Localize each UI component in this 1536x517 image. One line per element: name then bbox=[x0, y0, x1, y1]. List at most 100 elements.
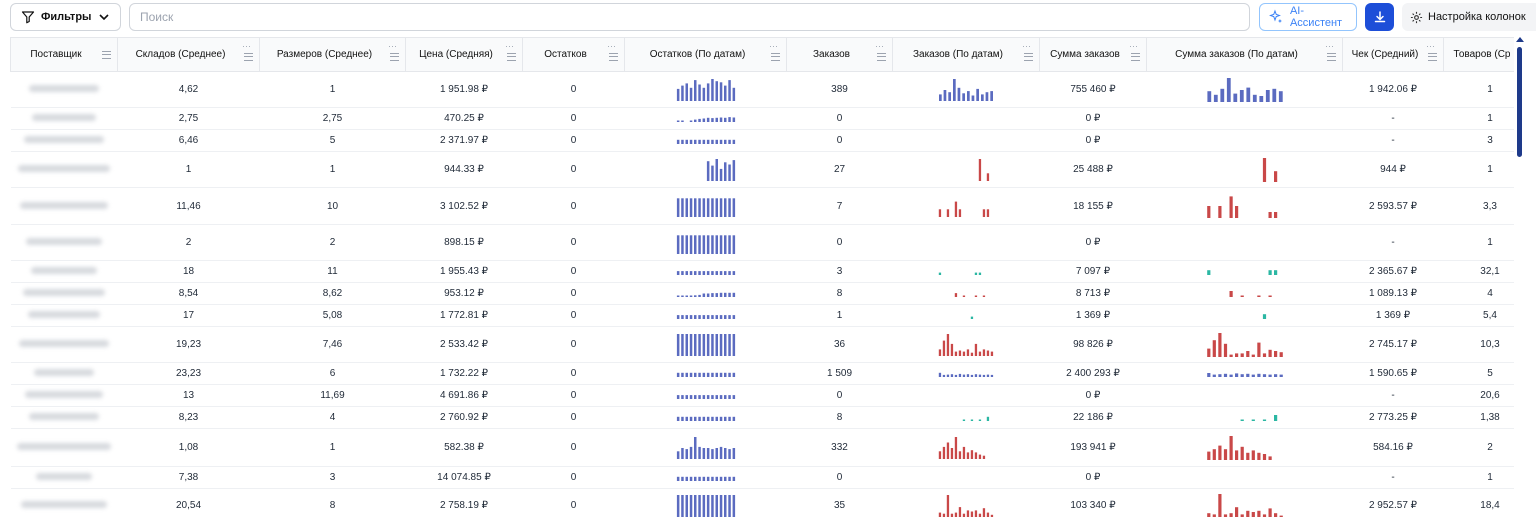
column-header[interactable]: Товаров (Ср··· bbox=[1443, 37, 1514, 72]
spark-bar bbox=[1206, 373, 1210, 378]
spark-bar bbox=[954, 512, 958, 517]
column-header[interactable]: Заказов (По датам) ··· bbox=[892, 37, 1040, 72]
more-dots-icon[interactable]: ··· bbox=[505, 41, 514, 51]
column-header[interactable]: Складов (Среднее) ··· bbox=[117, 37, 260, 72]
table-row[interactable]: 2 2 898.15 ₽0 0 0 ₽ -1 bbox=[10, 224, 1514, 261]
table-row[interactable]: 1 1 944.33 ₽0 27 25 488 ₽944 ₽1 bbox=[10, 151, 1514, 188]
table-row[interactable]: 6,46 5 2 371.97 ₽0 0 0 ₽ -3 bbox=[10, 129, 1514, 152]
table-row[interactable]: 17 5,08 1 772.81 ₽0 1 1 369 ₽1 369 ₽5,4 bbox=[10, 304, 1514, 327]
orders-sum-by-date-cell bbox=[1146, 260, 1343, 283]
spark-bar bbox=[710, 448, 714, 459]
check-cell: - bbox=[1342, 129, 1444, 152]
redacted-supplier-name bbox=[29, 85, 99, 92]
more-dots-icon[interactable]: ··· bbox=[1022, 41, 1031, 51]
more-dots-icon[interactable]: ··· bbox=[242, 41, 251, 51]
search-input[interactable] bbox=[129, 3, 1250, 31]
vertical-scrollbar[interactable] bbox=[1516, 37, 1524, 517]
more-dots-icon[interactable]: ··· bbox=[1426, 41, 1435, 51]
download-button[interactable] bbox=[1365, 3, 1394, 31]
table-row[interactable]: 11,46 10 3 102.52 ₽0 7 18 155 ₽ 2 593.57 ₽3,3 bbox=[10, 187, 1514, 225]
column-menu-icon[interactable] bbox=[1327, 53, 1336, 61]
ai-assistant-button[interactable]: AI-Ассистент bbox=[1259, 3, 1357, 31]
spark-bar bbox=[689, 446, 692, 459]
spark-bar bbox=[689, 120, 692, 122]
orders-sum-cell: 98 826 ₽ bbox=[1039, 326, 1147, 363]
spark-bar bbox=[1239, 89, 1244, 102]
table-row[interactable]: 2,75 2,75 470.25 ₽0 0 0 ₽ -1 bbox=[10, 107, 1514, 130]
scrollbar-thumb[interactable] bbox=[1517, 47, 1522, 157]
more-dots-icon[interactable]: ··· bbox=[607, 41, 616, 51]
column-header[interactable]: Чек (Средний) ··· bbox=[1342, 37, 1444, 72]
more-dots-icon[interactable]: ··· bbox=[1129, 41, 1138, 51]
spark-bar bbox=[697, 270, 701, 275]
orders-sum-sparkline bbox=[1206, 493, 1283, 517]
scroll-up-icon[interactable] bbox=[1516, 37, 1524, 42]
table-row[interactable]: 1,08 1 582.38 ₽0 332 193 941 ₽ 584.16 ₽2 bbox=[10, 428, 1514, 467]
orders-sum-sparkline bbox=[1262, 157, 1277, 182]
orders-by-date-cell bbox=[892, 129, 1040, 152]
table-row[interactable]: 4,62 1 1 951.98 ₽0 389 755 460 ₽1 942.06 ₽1 bbox=[10, 71, 1514, 108]
spark-bar bbox=[710, 314, 714, 319]
more-dots-icon[interactable]: ··· bbox=[388, 41, 397, 51]
stock-sparkline bbox=[676, 416, 735, 421]
column-header[interactable]: Сумма заказов ··· bbox=[1039, 37, 1147, 72]
more-dots-icon[interactable]: ··· bbox=[769, 41, 778, 51]
column-header[interactable]: Поставщик bbox=[10, 37, 118, 72]
spark-bar bbox=[715, 158, 718, 181]
table-row[interactable]: 18 11 1 955.43 ₽0 3 7 097 ₽ 2 365.67 ₽32,1 bbox=[10, 260, 1514, 283]
warehouses-cell: 2 bbox=[117, 224, 260, 261]
spark-bar bbox=[942, 374, 946, 377]
table-row[interactable]: 23,23 6 1 732.22 ₽0 1 509 2 400 293 ₽ 1 590.6… bbox=[10, 362, 1514, 385]
filters-button[interactable]: Фильтры bbox=[10, 3, 121, 31]
table-row[interactable]: 7,38 3 14 074.85 ₽0 0 0 ₽ -1 bbox=[10, 466, 1514, 489]
more-dots-icon[interactable]: ··· bbox=[1325, 41, 1334, 51]
column-header[interactable]: Размеров (Среднее) ··· bbox=[259, 37, 406, 72]
spark-bar bbox=[982, 455, 986, 459]
spark-bar bbox=[1229, 291, 1233, 298]
spark-bar bbox=[697, 446, 701, 459]
spark-bar bbox=[727, 448, 731, 459]
column-menu-icon[interactable] bbox=[1428, 53, 1437, 61]
warehouses-cell: 20,54 bbox=[117, 488, 260, 517]
spark-bar bbox=[685, 234, 688, 254]
spark-bar bbox=[1273, 270, 1277, 276]
column-menu-icon[interactable] bbox=[244, 53, 253, 61]
column-menu-icon[interactable] bbox=[390, 53, 399, 61]
orders-by-date-cell bbox=[892, 260, 1040, 283]
more-dots-icon[interactable]: ··· bbox=[875, 41, 884, 51]
spark-bar bbox=[715, 416, 718, 421]
spark-bar bbox=[710, 165, 714, 181]
spark-bar bbox=[990, 90, 993, 101]
check-cell: 1 942.06 ₽ bbox=[1342, 71, 1444, 108]
column-settings-button[interactable]: Настройка колонок bbox=[1402, 3, 1536, 31]
spark-bar bbox=[1279, 374, 1283, 378]
column-menu-icon[interactable] bbox=[609, 53, 618, 61]
spark-bar bbox=[680, 447, 684, 459]
column-menu-icon[interactable] bbox=[877, 53, 886, 61]
column-header-label: Сумма заказов (По датам) bbox=[1175, 49, 1298, 60]
column-header[interactable]: Цена (Средняя) ··· bbox=[405, 37, 523, 72]
column-menu-icon[interactable] bbox=[1131, 53, 1140, 61]
column-menu-icon[interactable] bbox=[771, 53, 780, 61]
column-menu-icon[interactable] bbox=[1024, 53, 1033, 61]
spark-bar bbox=[702, 447, 705, 459]
suppliers-table: Поставщик Складов (Среднее) ··· Размеров (С… bbox=[10, 37, 1514, 517]
table-row[interactable]: 8,23 4 2 760.92 ₽0 8 22 186 ₽ 2 773.25 ₽1,38 bbox=[10, 406, 1514, 429]
spark-bar bbox=[719, 494, 722, 517]
column-header[interactable]: Остатков (По датам) ··· bbox=[624, 37, 787, 72]
spark-bar bbox=[985, 91, 989, 101]
table-row[interactable]: 19,23 7,46 2 533.42 ₽0 36 98 826 ₽ 2 745.17 ₽… bbox=[10, 326, 1514, 363]
column-header-label: Поставщик bbox=[30, 49, 82, 60]
column-header[interactable]: Заказов ··· bbox=[786, 37, 893, 72]
table-row[interactable]: 13 11,69 4 691.86 ₽0 0 0 ₽ -20,6 bbox=[10, 384, 1514, 407]
table-row[interactable]: 8,54 8,62 953.12 ₽0 8 8 713 ₽ 1 089.13 ₽4 bbox=[10, 282, 1514, 305]
column-header[interactable]: Остатков ··· bbox=[522, 37, 625, 72]
orders-sum-sparkline bbox=[1240, 415, 1277, 422]
column-menu-icon[interactable] bbox=[102, 51, 111, 59]
column-menu-icon[interactable] bbox=[507, 53, 516, 61]
table-row[interactable]: 20,54 8 2 758.19 ₽0 35 103 340 ₽ 2 952.57 ₽18… bbox=[10, 488, 1514, 517]
orders-sum-cell: 193 941 ₽ bbox=[1039, 428, 1147, 467]
spark-bar bbox=[693, 119, 696, 122]
column-header[interactable]: Сумма заказов (По датам) ··· bbox=[1146, 37, 1343, 72]
spark-bar bbox=[974, 272, 978, 275]
